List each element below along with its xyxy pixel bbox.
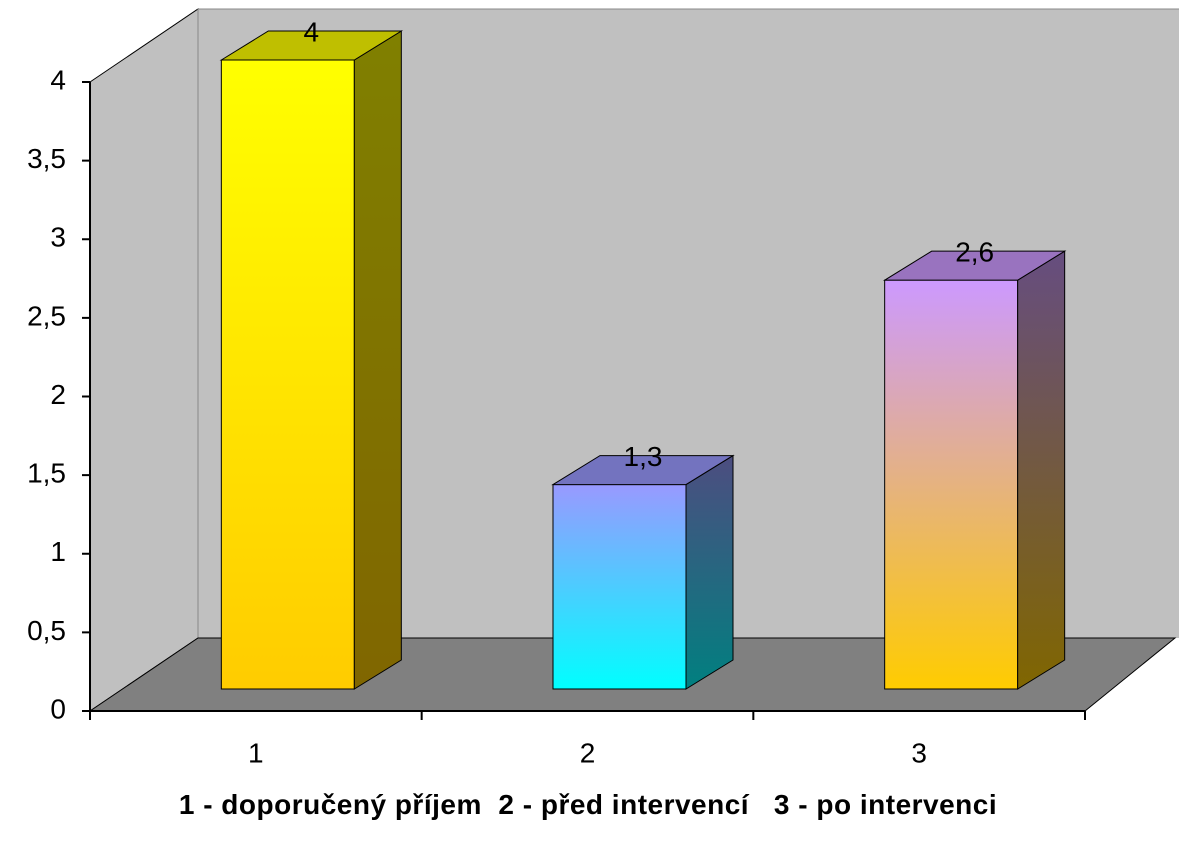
y-tick-label: 0 (50, 693, 66, 724)
wall-edge (197, 8, 1179, 638)
y-tick-label: 2,5 (27, 300, 66, 331)
bar (884, 279, 1019, 690)
bar (552, 484, 687, 690)
bar-side (685, 454, 734, 690)
x-axis-label: 1 - doporučený příjem 2 - před intervenc… (178, 789, 998, 820)
value-label: 2,6 (955, 237, 994, 268)
bar-side (1017, 250, 1066, 690)
y-tick-label: 1 (50, 536, 66, 567)
y-tick-label: 4 (50, 64, 66, 95)
x-tick-label: 1 (248, 737, 264, 768)
value-label: 4 (304, 16, 320, 47)
y-tick-label: 0,5 (27, 615, 66, 646)
side-wall (89, 8, 199, 712)
y-tick-label: 2 (50, 379, 66, 410)
bar-top (882, 250, 1067, 281)
x-tick-label: 3 (911, 737, 927, 768)
y-tick-label: 3 (50, 222, 66, 253)
y-tick-label: 1,5 (27, 458, 66, 489)
value-label: 1,3 (624, 441, 663, 472)
bar-side (353, 30, 402, 690)
bar (220, 59, 355, 690)
bar-top (219, 30, 404, 61)
bar-top (551, 455, 735, 486)
y-tick-label: 3,5 (27, 143, 66, 174)
x-tick-label: 2 (580, 737, 596, 768)
